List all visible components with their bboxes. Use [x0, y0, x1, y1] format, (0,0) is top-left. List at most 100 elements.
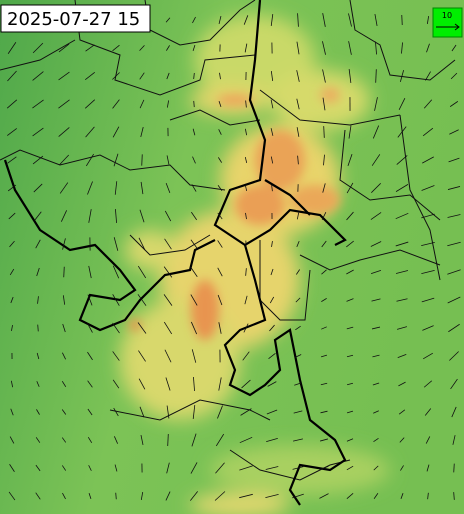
- wind-arrow: [421, 242, 435, 246]
- wind-arrow: [346, 240, 354, 248]
- legend-label: 10: [442, 11, 452, 20]
- wind-arrow: [398, 97, 406, 111]
- minor-borders: [0, 0, 456, 481]
- wind-arrow: [424, 408, 432, 416]
- wind-arrow: [112, 72, 120, 80]
- timestamp: 2025-07-27 15: [7, 9, 140, 30]
- wind-arrow: [372, 125, 380, 139]
- wind-arrow: [214, 491, 226, 501]
- wind-arrow: [112, 99, 120, 109]
- wind-arrow: [139, 209, 145, 223]
- wind-arrow: [164, 210, 172, 222]
- wind-arrow: [371, 326, 381, 330]
- wind-arrow: [346, 298, 354, 302]
- wind-arrow: [400, 493, 404, 499]
- wind-arrow: [348, 125, 352, 139]
- wind-arrow: [426, 43, 430, 53]
- wind-arrow: [373, 493, 379, 499]
- wind-arrow: [401, 42, 403, 54]
- wind-arrow: [58, 99, 70, 109]
- wind-arrow: [37, 296, 39, 304]
- wind-arrow: [395, 212, 409, 220]
- wind-arrow: [218, 129, 222, 135]
- wind-arrow: [84, 99, 96, 109]
- wind-arrow: [165, 183, 171, 193]
- wind-arrow: [166, 45, 170, 51]
- wind-arrow: [373, 438, 379, 442]
- wind-arrow: [370, 212, 382, 220]
- wind-arrow: [450, 378, 458, 390]
- wind-arrow: [374, 97, 378, 111]
- wind-arrow: [114, 436, 118, 444]
- wind-arrow: [139, 406, 145, 418]
- wind-arrow: [60, 210, 68, 222]
- wind-arrow: [32, 42, 44, 54]
- wind-arrow: [269, 296, 275, 304]
- wind-arrow: [34, 211, 42, 221]
- wind-arrow: [32, 99, 44, 109]
- wind-arrow: [239, 465, 253, 471]
- wind-arrow: [295, 297, 301, 303]
- wind-arrow: [112, 379, 120, 389]
- wind-arrow: [36, 267, 40, 277]
- wind-arrow: [139, 99, 145, 109]
- wind-arrow: [270, 268, 274, 276]
- wind-arrow: [371, 154, 381, 166]
- wind-arrow: [164, 349, 172, 363]
- wind-arrow: [9, 268, 15, 276]
- wind-arrow: [112, 351, 120, 361]
- wind-arrow: [242, 351, 250, 361]
- wind-arrow: [346, 465, 354, 471]
- wind-arrow: [421, 270, 435, 274]
- wind-arrow: [140, 181, 144, 195]
- wind-arrow: [453, 463, 455, 473]
- wind-arrow: [62, 238, 66, 250]
- wind-arrow: [193, 376, 195, 392]
- wind-arrow: [193, 72, 195, 80]
- wind-arrow: [323, 154, 325, 166]
- wind-arrow: [270, 128, 274, 136]
- wind-arrow: [114, 464, 118, 472]
- wind-arrow: [61, 465, 67, 471]
- wind-arrow: [239, 436, 253, 444]
- wind-arrow: [423, 99, 433, 109]
- wind-arrow: [294, 354, 302, 358]
- wind-arrow: [190, 321, 198, 335]
- wind-arrow: [321, 212, 327, 220]
- wind-arrow: [8, 491, 16, 501]
- wind-arrow: [218, 157, 222, 163]
- timestamp-box: [0, 4, 151, 33]
- wind-arrow: [217, 294, 223, 306]
- wind-arrow: [320, 438, 328, 442]
- wind-arrow: [346, 438, 354, 442]
- wind-vectors: [6, 13, 461, 501]
- wind-arrow: [114, 181, 118, 195]
- wind-arrow: [192, 44, 196, 52]
- wind-arrow: [218, 15, 222, 25]
- wind-arrow: [139, 45, 145, 51]
- wind-arrow: [397, 354, 407, 358]
- wind-arrow: [422, 156, 434, 164]
- wind-arrow: [296, 212, 300, 220]
- wind-arrow: [297, 13, 299, 27]
- wind-arrow: [193, 100, 195, 108]
- wind-arrow: [348, 13, 352, 27]
- wind-arrow: [322, 97, 326, 111]
- wind-arrow: [112, 294, 120, 306]
- wind-arrow: [36, 381, 40, 387]
- wind-arrow: [164, 238, 172, 250]
- wind-arrow: [139, 72, 145, 80]
- wind-arrow: [88, 209, 92, 223]
- wind-arrow: [267, 381, 277, 387]
- wind-arrow: [166, 405, 170, 419]
- wind-arrow: [138, 378, 146, 390]
- wind-arrow: [88, 493, 92, 499]
- wind-arrow: [10, 408, 14, 416]
- wind-arrow: [448, 157, 460, 163]
- wind-arrow: [165, 491, 171, 501]
- wind-arrow: [346, 326, 354, 330]
- wind-arrow: [35, 464, 41, 472]
- wind-arrow: [373, 410, 379, 414]
- wind-arrow: [165, 377, 171, 391]
